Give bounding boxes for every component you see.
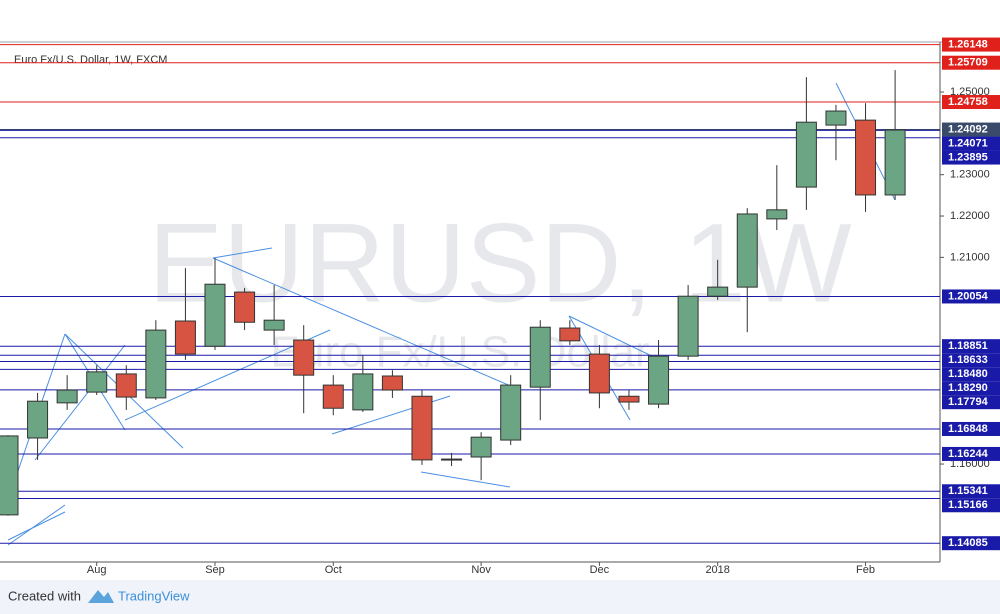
level-label: 1.18290	[948, 382, 988, 394]
level-label-box	[942, 484, 1000, 499]
candle-body	[234, 291, 256, 323]
candle-body	[707, 286, 729, 297]
footer-brand[interactable]: TradingView	[118, 588, 190, 603]
footer-logo	[88, 590, 114, 603]
candle-body	[86, 371, 108, 393]
level-label: 1.25709	[948, 57, 988, 69]
level-label-box	[942, 498, 1000, 513]
level-label-box	[942, 55, 1000, 70]
level-label: 1.26148	[948, 38, 988, 50]
y-tick-label: 1.25000	[950, 86, 990, 98]
level-label-box	[942, 536, 1000, 551]
level-label-box	[942, 289, 1000, 304]
candle-body	[500, 384, 522, 441]
level-label: 1.15166	[948, 499, 988, 511]
candle-body	[441, 458, 463, 461]
footer-bar	[0, 580, 1000, 614]
level-label-box	[942, 95, 1000, 110]
candle-body	[884, 129, 906, 196]
candle-body	[381, 375, 403, 391]
candle-body	[588, 353, 610, 394]
candle-body	[736, 213, 758, 288]
watermark-subtitle: Euro Fx/U.S. Dollar	[271, 328, 650, 377]
level-label-box	[942, 37, 1000, 52]
candle-body	[322, 384, 344, 409]
level-label: 1.17794	[948, 396, 989, 408]
level-label-box	[942, 353, 1000, 368]
level-label: 1.18633	[948, 354, 988, 366]
candle-body	[27, 400, 49, 439]
level-label-box	[942, 446, 1000, 461]
candle-body	[293, 339, 315, 376]
level-label: 1.18480	[948, 368, 988, 380]
level-label: 1.16244	[948, 448, 989, 460]
candle-body	[559, 327, 581, 342]
candle-body	[145, 329, 167, 399]
level-label-box	[942, 395, 1000, 410]
candle-body	[411, 395, 433, 461]
y-tick-label: 1.23000	[950, 169, 990, 181]
candle-body	[0, 435, 19, 516]
level-label: 1.24071	[948, 137, 988, 149]
candle-body	[677, 295, 699, 357]
level-label: 1.23895	[948, 151, 988, 163]
level-label: 1.14085	[948, 537, 988, 549]
x-tick-label: Aug	[87, 564, 107, 576]
chart-title: Euro Fx/U.S. Dollar, 1W, FXCM	[14, 54, 167, 66]
candle-body	[204, 283, 226, 347]
level-label-box	[942, 367, 1000, 382]
x-tick-label: 2018	[705, 564, 729, 576]
candle-body	[115, 373, 137, 398]
level-label-box	[942, 339, 1000, 354]
candle-body	[825, 110, 847, 126]
footer-text: Created with	[8, 588, 81, 603]
level-label: 1.24092	[948, 123, 988, 135]
candle-body	[766, 209, 788, 220]
candle-body	[56, 389, 78, 404]
candle-body	[174, 320, 196, 355]
candle-body	[352, 373, 374, 411]
candle-body	[795, 121, 817, 188]
candle-body	[648, 355, 670, 405]
level-label: 1.16848	[948, 423, 988, 435]
x-tick-label: Nov	[471, 564, 491, 576]
x-tick-label: Dec	[590, 564, 610, 576]
candle-body	[529, 326, 551, 388]
y-tick-label: 1.22000	[950, 210, 990, 222]
candle-body	[263, 319, 285, 331]
y-tick-label: 1.21000	[950, 251, 990, 263]
level-label-box	[942, 150, 1000, 165]
level-label: 1.15341	[948, 485, 988, 497]
level-label-box	[942, 136, 1000, 151]
candle-body	[470, 436, 492, 458]
x-tick-label: Sep	[205, 564, 225, 576]
level-label: 1.20054	[948, 290, 989, 302]
candle-body	[618, 395, 640, 403]
x-tick-label: Feb	[856, 564, 875, 576]
level-label-box	[942, 381, 1000, 396]
level-label-box	[942, 421, 1000, 436]
candle-body	[855, 119, 877, 196]
level-label-box	[942, 122, 1000, 137]
x-tick-label: Oct	[325, 564, 342, 576]
level-label: 1.24758	[948, 96, 988, 108]
watermark: EURUSD, 1W	[148, 201, 851, 326]
level-label: 1.18851	[948, 340, 988, 352]
